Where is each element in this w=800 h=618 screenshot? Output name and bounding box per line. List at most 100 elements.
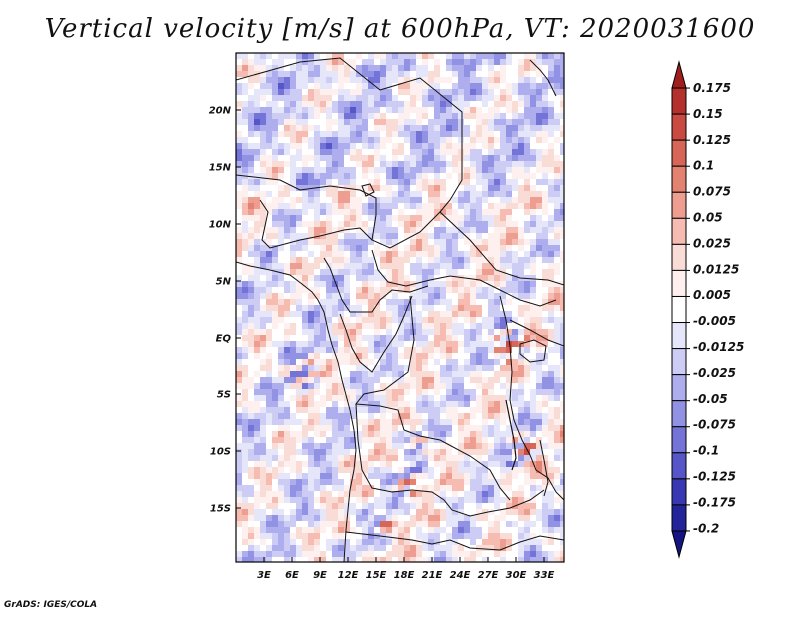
field-cell <box>338 71 344 77</box>
field-cell <box>422 161 428 167</box>
field-cell <box>476 545 482 551</box>
field-cell <box>530 437 536 443</box>
field-cell <box>548 503 554 509</box>
field-cell <box>344 269 350 275</box>
field-cell <box>512 341 518 347</box>
field-cell <box>266 185 272 191</box>
field-cell <box>386 71 392 77</box>
field-cell <box>536 77 542 83</box>
field-cell <box>404 539 410 545</box>
field-cell <box>266 203 272 209</box>
field-cell <box>554 245 560 251</box>
colorbar-label: 0.005 <box>693 288 731 302</box>
field-cell <box>248 149 254 155</box>
field-cell <box>386 287 392 293</box>
field-cell <box>278 113 284 119</box>
field-cell <box>536 557 542 562</box>
field-cell <box>296 239 302 245</box>
field-cell <box>518 161 524 167</box>
field-cell <box>500 359 506 365</box>
field-cell <box>482 191 488 197</box>
field-cell <box>542 95 548 101</box>
field-cell <box>338 521 344 527</box>
field-cell <box>440 545 446 551</box>
field-cell <box>422 485 428 491</box>
field-cell <box>536 185 542 191</box>
field-cell <box>554 527 560 533</box>
field-cell <box>512 467 518 473</box>
field-cell <box>416 479 422 485</box>
field-cell <box>284 347 290 353</box>
field-cell <box>452 197 458 203</box>
field-cell <box>422 53 428 59</box>
field-cell <box>338 197 344 203</box>
field-cell <box>416 209 422 215</box>
field-cell <box>272 365 278 371</box>
field-cell <box>476 401 482 407</box>
field-cell <box>320 119 326 125</box>
field-cell <box>248 155 254 161</box>
field-cell <box>362 323 368 329</box>
field-cell <box>266 155 272 161</box>
field-cell <box>476 443 482 449</box>
field-cell <box>452 161 458 167</box>
field-cell <box>518 203 524 209</box>
field-cell <box>560 311 564 317</box>
field-cell <box>434 185 440 191</box>
field-cell <box>512 305 518 311</box>
field-cell <box>530 317 536 323</box>
field-cell <box>260 311 266 317</box>
field-cell <box>440 275 446 281</box>
field-cell <box>446 299 452 305</box>
field-cell <box>344 413 350 419</box>
border-horn <box>509 319 564 347</box>
field-cell <box>380 269 386 275</box>
field-cell <box>242 485 248 491</box>
field-cell <box>500 167 506 173</box>
field-cell <box>488 425 494 431</box>
field-cell <box>320 173 326 179</box>
field-cell <box>476 209 482 215</box>
field-cell <box>392 449 398 455</box>
field-cell <box>242 203 248 209</box>
field-cell <box>506 461 512 467</box>
field-cell <box>548 377 554 383</box>
field-cell <box>266 455 272 461</box>
field-cell <box>320 443 326 449</box>
field-cell <box>296 281 302 287</box>
field-cell <box>524 479 530 485</box>
field-cell <box>524 131 530 137</box>
field-cell <box>476 317 482 323</box>
field-cell <box>374 95 380 101</box>
field-cell <box>464 527 470 533</box>
field-cell <box>530 71 536 77</box>
field-cell <box>398 215 404 221</box>
field-cell <box>338 287 344 293</box>
field-cell <box>476 287 482 293</box>
field-cell <box>422 293 428 299</box>
field-cell <box>266 461 272 467</box>
field-cell <box>326 89 332 95</box>
field-cell <box>440 371 446 377</box>
field-cell <box>278 179 284 185</box>
colorbar-label: -0.05 <box>693 392 728 406</box>
field-cell <box>554 179 560 185</box>
field-cell <box>248 95 254 101</box>
field-cell <box>428 521 434 527</box>
field-cell <box>464 359 470 365</box>
field-cell <box>542 407 548 413</box>
field-cell <box>416 89 422 95</box>
field-cell <box>440 323 446 329</box>
field-cell <box>518 497 524 503</box>
field-cell <box>476 59 482 65</box>
field-cell <box>434 521 440 527</box>
field-cell <box>290 59 296 65</box>
field-cell <box>362 365 368 371</box>
field-cell <box>452 341 458 347</box>
field-cell <box>272 305 278 311</box>
field-cell <box>476 281 482 287</box>
field-cell <box>344 443 350 449</box>
field-cell <box>476 503 482 509</box>
field-cell <box>404 287 410 293</box>
field-cell <box>416 113 422 119</box>
